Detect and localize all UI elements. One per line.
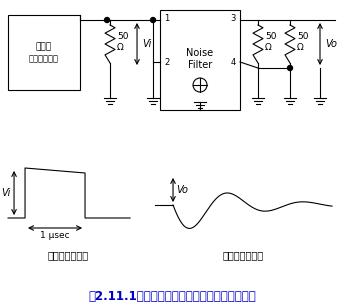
Bar: [8, 15, 80, 90]
Text: 50: 50: [265, 32, 277, 41]
Text: Vo: Vo: [325, 39, 337, 49]
Text: 4: 4: [231, 57, 236, 67]
Text: Filter: Filter: [188, 60, 212, 70]
Circle shape: [105, 17, 109, 22]
Text: シミュレータ: シミュレータ: [29, 54, 59, 63]
Text: ノイズ: ノイズ: [36, 42, 52, 51]
Text: Ω: Ω: [265, 42, 272, 52]
Text: Noise: Noise: [186, 48, 214, 58]
Text: 3: 3: [230, 14, 236, 22]
Text: 50: 50: [297, 32, 309, 41]
Text: Vi: Vi: [142, 39, 151, 49]
Text: Vo: Vo: [176, 185, 188, 195]
Text: 入力パルス波形: 入力パルス波形: [47, 250, 89, 260]
Text: 1 μsec: 1 μsec: [40, 231, 70, 240]
Text: 出力パルス波形: 出力パルス波形: [223, 250, 264, 260]
Circle shape: [151, 17, 155, 22]
Circle shape: [288, 65, 292, 71]
Text: 1: 1: [164, 14, 169, 22]
Text: 50: 50: [117, 32, 129, 41]
Text: Ω: Ω: [117, 42, 124, 52]
Text: 図2.11.1　パルス減衰特性の測定方法（単相）: 図2.11.1 パルス減衰特性の測定方法（単相）: [88, 290, 256, 304]
Text: Vi: Vi: [2, 188, 11, 198]
Text: Ω: Ω: [297, 42, 304, 52]
Bar: [160, 10, 240, 110]
Text: 2: 2: [164, 57, 169, 67]
